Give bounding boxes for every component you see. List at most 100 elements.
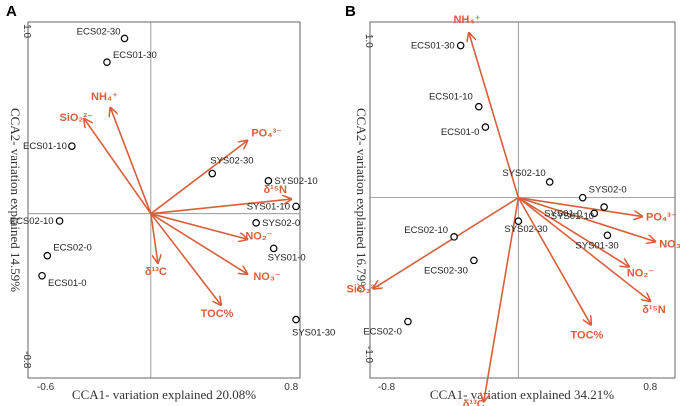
site-point <box>43 251 52 260</box>
site-label: SYS02-10 <box>274 176 317 187</box>
vector-label-NO3-: NO₃⁻ <box>659 239 680 251</box>
site-label: ECS01-10 <box>23 141 67 152</box>
site-point <box>404 317 412 326</box>
vector-NO3- <box>150 213 248 274</box>
tick-labels: -0.6 0.8 1.0 -0.8 <box>21 24 299 393</box>
site-label: SYS01-30 <box>575 240 618 251</box>
x-tick-label: -0.8 <box>378 382 396 393</box>
site-label: SYS02-10 <box>502 168 545 179</box>
vector-label-TOC%: TOC% <box>571 330 604 342</box>
site-point <box>603 231 612 240</box>
site-label: ECS02-10 <box>404 225 448 236</box>
panel-label: B <box>345 3 356 20</box>
site-points: ECS01-30 ECS01-10 ECS01-0 SYS02-10 SYS02-0 SY… <box>363 41 626 338</box>
site-point <box>208 169 217 178</box>
y-tick-label: 1.0 <box>363 34 374 48</box>
site-point <box>103 58 111 66</box>
site-point <box>514 217 523 225</box>
vector-SiO3- <box>373 196 519 289</box>
panel-a: A CCA1- variation explained 20.08% CCA2-… <box>6 3 335 402</box>
site-label: SYS01-10 <box>247 201 290 212</box>
vector-PO43- <box>150 141 248 215</box>
vector-NH4+ <box>110 108 152 214</box>
site-label: ECS02-30 <box>424 265 468 276</box>
site-point <box>456 41 465 50</box>
vector-NO2- <box>517 196 628 267</box>
site-point <box>590 209 599 218</box>
x-tick-label: -0.6 <box>37 382 55 393</box>
vector-label-PO43-: PO₄³⁻ <box>251 128 282 140</box>
vector-PO43- <box>518 196 642 217</box>
site-point <box>252 219 260 227</box>
vector-label-TOC%: TOC% <box>201 308 234 320</box>
x-tick-label: 0.8 <box>284 382 298 393</box>
vector-NO3- <box>518 196 655 242</box>
vector-d15N <box>517 197 650 302</box>
y-tick-label: -1.0 <box>363 346 374 364</box>
y-axis-title: CCA2- variation explained 14.59% <box>8 108 23 292</box>
site-label: ECS01-10 <box>429 92 473 103</box>
vector-NO2- <box>150 212 248 240</box>
site-label: ECS01-30 <box>113 50 157 61</box>
vector-label-SiO3-: SiO₃²⁻ <box>347 284 381 296</box>
vector-d13C <box>150 213 158 263</box>
plot-frame <box>369 21 676 379</box>
site-point <box>292 202 300 211</box>
site-point <box>264 177 273 185</box>
site-point <box>68 142 76 150</box>
x-axis-title: CCA1- variation explained 34.21% <box>430 387 614 402</box>
site-point <box>38 271 46 280</box>
vector-label-NH4+: NH₄⁺ <box>91 91 118 103</box>
site-point <box>450 233 458 241</box>
site-label: SYS02-0 <box>589 185 627 196</box>
vector-SiO2- <box>84 119 152 215</box>
vector-label-NO2-: NO₂⁻ <box>627 268 654 280</box>
vector-label-SiO2-: SiO₂²⁻ <box>59 112 93 124</box>
site-point <box>55 217 64 225</box>
plot-frame <box>27 21 301 379</box>
vector-TOC% <box>517 197 591 325</box>
panel-b: B CCA1- variation explained 34.21% CCA2-… <box>345 3 680 406</box>
env-vectors: NH₄⁺ PO₄³⁻ NO₃⁻ NO₂⁻ δ¹⁵N TOC% δ¹³C SiO₃²⁻ <box>347 14 680 406</box>
env-vectors: NH₄⁺ SiO₂²⁻ PO₄³⁻ δ¹⁵N NO₂⁻ δ¹³C NO₃⁻ TOC% <box>59 91 291 320</box>
site-point <box>120 34 129 43</box>
panel-label: A <box>6 3 17 20</box>
tick-labels: -0.8 0.8 1.0 -1.0 <box>363 34 658 393</box>
x-tick-label: 0.8 <box>643 382 657 393</box>
site-points: ECS02-30 ECS01-30 ECS01-10 SYS02-30 SYS02-10… <box>10 26 336 338</box>
site-label: SYS01-0 <box>268 252 306 263</box>
site-label: SYS01-10 <box>551 211 594 222</box>
site-label: SYS02-30 <box>210 156 253 167</box>
y-axis-title: CCA2- variation explained 16.79% <box>354 108 369 292</box>
vector-d15N <box>150 199 291 215</box>
site-label: ECS01-30 <box>411 41 455 52</box>
site-point <box>269 244 278 253</box>
vector-label-d15N: δ¹⁵N <box>642 304 666 316</box>
vector-label-NH4+: NH₄⁺ <box>453 14 480 26</box>
vector-d13C <box>484 197 520 402</box>
x-axis-title: CCA1- variation explained 20.08% <box>72 387 256 402</box>
site-label: SYS01-30 <box>292 328 335 339</box>
site-label: ECS01-0 <box>441 127 480 138</box>
site-point <box>481 123 490 131</box>
site-point <box>600 203 608 211</box>
vector-label-PO43-: PO₄³⁻ <box>646 211 677 223</box>
vector-label-NO2-: NO₂⁻ <box>245 230 272 242</box>
site-label: ECS02-0 <box>363 327 402 338</box>
site-point <box>470 256 478 265</box>
site-label: SYS02-0 <box>262 218 300 229</box>
vector-TOC% <box>150 213 221 305</box>
site-point <box>475 102 483 111</box>
vector-label-d13C: δ¹³C <box>463 399 485 406</box>
site-label: SYS01-0 <box>544 208 582 219</box>
site-label: ECS01-0 <box>48 278 87 289</box>
site-label: ECS02-10 <box>10 216 54 227</box>
vector-label-d13C: δ¹³C <box>145 266 167 278</box>
site-label: SYS02-30 <box>504 224 547 235</box>
site-point <box>545 178 554 186</box>
vector-label-NO3-: NO₃⁻ <box>253 271 281 283</box>
site-label: ECS02-0 <box>53 243 92 254</box>
site-point <box>292 315 300 324</box>
vector-NH4+ <box>469 33 520 198</box>
